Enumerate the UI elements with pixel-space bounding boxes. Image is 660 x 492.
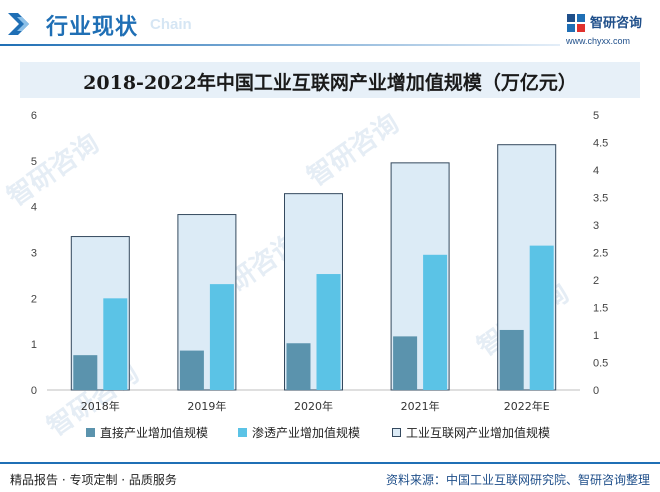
- bar-direct: [73, 355, 98, 390]
- y-right-tick-label: 4: [593, 165, 599, 177]
- legend-label: 渗透产业增加值规模: [252, 426, 361, 440]
- x-tick-label: 2018年: [81, 399, 120, 413]
- y-right-tick-label: 3: [593, 220, 599, 232]
- y-right-tick-label: 2: [593, 275, 599, 287]
- footer-source: 资料来源：中国工业互联网研究院、智研咨询整理: [385, 473, 650, 487]
- x-tick-label: 2019年: [187, 399, 226, 413]
- bar-chart: 0 1 2 3 4 5 6 0 0.5 1 1.5 2 2.5 3 3.5 4 4.5 5 2018年 2019年 20…: [31, 110, 608, 413]
- y-right-tick-label: 0: [593, 385, 599, 397]
- bar-penetration: [529, 245, 554, 390]
- brand-name: 智研咨询: [590, 16, 643, 31]
- x-tick-label: 2021年: [401, 399, 440, 413]
- bar-penetration: [423, 254, 448, 390]
- bar-penetration: [103, 298, 128, 390]
- bar-direct: [286, 343, 311, 390]
- y-left-tick-label: 5: [31, 156, 37, 168]
- y-right-tick-label: 1.5: [593, 303, 608, 315]
- section-subtitle: Chain: [150, 16, 192, 33]
- brand-logo-icon: [567, 14, 585, 32]
- bar-penetration: [209, 284, 234, 390]
- y-left-tick-label: 3: [31, 248, 37, 260]
- y-left-tick-label: 4: [31, 202, 37, 214]
- brand-url: www.chyxx.com: [566, 36, 631, 46]
- chart-legend: 直接产业增加值规模 渗透产业增加值规模 工业互联网产业增加值规模: [0, 424, 660, 444]
- y-left-tick-label: 1: [31, 339, 37, 351]
- legend-label: 工业互联网产业增加值规模: [406, 426, 551, 440]
- legend-swatch: [86, 428, 95, 437]
- legend-swatch: [238, 428, 247, 437]
- bar-direct: [499, 329, 524, 390]
- bar-direct: [393, 336, 418, 390]
- y-right-tick-label: 2.5: [593, 248, 608, 260]
- page-header: 行业现状 Chain 智研咨询 www.chyxx.com: [0, 0, 660, 50]
- section-title: 行业现状: [46, 15, 139, 40]
- y-left-tick-label: 6: [31, 110, 37, 122]
- y-right-tick-label: 4.5: [593, 138, 608, 150]
- bar-direct: [179, 350, 204, 390]
- chevron-arrow-icon: [8, 13, 29, 35]
- legend-swatch: [392, 428, 401, 437]
- page-footer: 精品报告 · 专项定制 · 品质服务 资料来源：中国工业互联网研究院、智研咨询整…: [0, 462, 660, 492]
- y-left-tick-label: 0: [31, 385, 37, 397]
- x-tick-label: 2020年: [294, 399, 333, 413]
- footer-slogan: 精品报告 · 专项定制 · 品质服务: [10, 473, 177, 487]
- chart-title: 2018-2022年中国工业互联网产业增加值规模（万亿元）: [83, 72, 577, 94]
- legend-label: 直接产业增加值规模: [100, 426, 209, 440]
- y-right-tick-label: 3.5: [593, 193, 608, 205]
- bar-penetration: [316, 274, 341, 390]
- y-left-tick-label: 2: [31, 293, 37, 305]
- y-right-tick-label: 1: [593, 330, 599, 342]
- y-right-tick-label: 5: [593, 110, 599, 122]
- x-tick-label: 2022年E: [504, 399, 550, 413]
- footer-divider: [0, 462, 660, 464]
- header-divider: [0, 44, 560, 46]
- brand-logo: 智研咨询 www.chyxx.com: [566, 12, 656, 48]
- y-right-tick-label: 0.5: [593, 358, 608, 370]
- chart-title-banner: 2018-2022年中国工业互联网产业增加值规模（万亿元）: [20, 62, 640, 98]
